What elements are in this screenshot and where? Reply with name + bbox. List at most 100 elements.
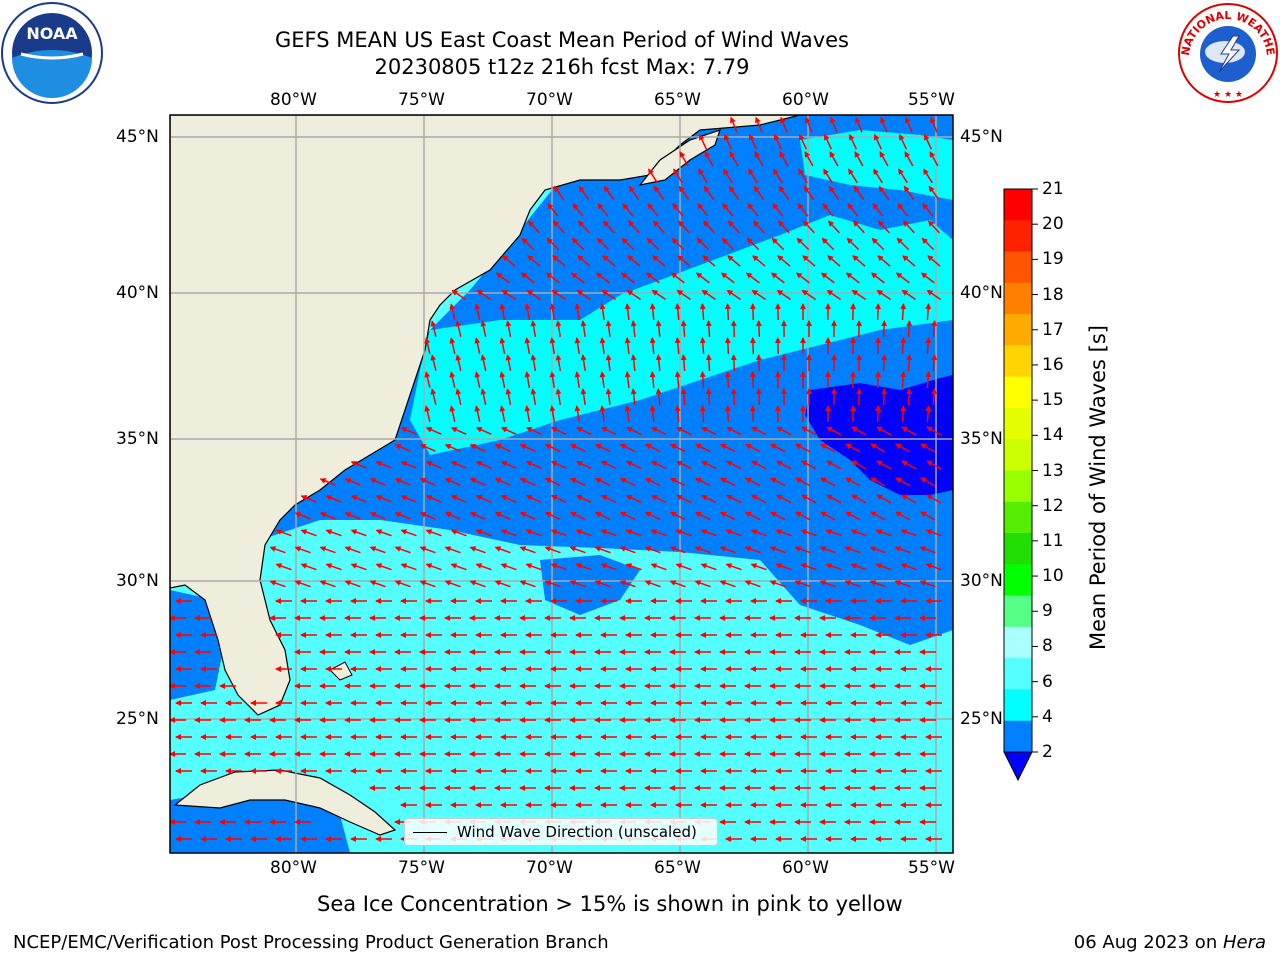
colorbar-segment <box>1004 501 1032 534</box>
wind-wave-arrow <box>744 546 761 554</box>
wind-wave-arrow <box>699 337 706 355</box>
wind-wave-arrow <box>826 289 842 301</box>
wind-wave-arrow <box>803 185 815 200</box>
wind-wave-arrow <box>644 477 661 487</box>
wind-wave-arrow <box>505 354 512 372</box>
wind-wave-arrow <box>344 546 361 554</box>
noaa-logo: NOAA <box>1 2 103 104</box>
wind-wave-arrow <box>594 477 611 487</box>
wind-wave-arrow <box>869 580 886 588</box>
wind-wave-arrow <box>755 320 762 338</box>
wind-wave-arrow <box>544 511 561 521</box>
wind-wave-arrow <box>797 203 809 217</box>
wind-wave-arrow <box>520 272 535 284</box>
wind-wave-arrow <box>745 443 761 453</box>
wind-wave-arrow <box>700 529 717 537</box>
wind-wave-arrow <box>702 220 715 234</box>
nws-logo-icon: NATIONAL WEATHER SERVICE ★ ★ ★ <box>1173 0 1278 103</box>
wind-wave-arrow <box>499 405 506 422</box>
wind-wave-arrow <box>575 494 592 504</box>
wind-wave-arrow <box>875 303 882 321</box>
wind-wave-arrow <box>896 237 910 251</box>
wind-wave-arrow <box>751 289 767 301</box>
wind-wave-arrow <box>847 203 859 217</box>
wind-wave-arrow <box>769 546 786 554</box>
wind-wave-arrow <box>655 354 662 372</box>
wind-wave-arrow <box>730 354 737 372</box>
wind-wave-arrow <box>919 580 936 588</box>
lat-tick-left-40n: 40°N <box>116 283 159 303</box>
land-bahamas <box>329 661 353 681</box>
wind-wave-arrow <box>544 546 561 554</box>
wind-wave-arrow <box>848 168 858 184</box>
wind-wave-arrow <box>801 494 817 504</box>
wind-wave-arrow <box>703 185 715 200</box>
footer-host: Hera <box>1222 932 1266 953</box>
wind-wave-arrow <box>499 371 506 388</box>
wind-wave-arrow <box>319 580 336 588</box>
wind-wave-arrow <box>830 116 838 133</box>
wind-wave-arrow <box>848 133 858 150</box>
wind-wave-arrow <box>650 460 667 470</box>
wind-wave-arrow <box>876 289 892 301</box>
wind-wave-arrow <box>419 478 436 486</box>
wind-wave-arrow <box>724 405 731 423</box>
wind-wave-arrow <box>625 563 642 571</box>
wind-wave-arrow <box>651 289 667 301</box>
wind-wave-arrow <box>726 460 742 470</box>
wind-wave-arrow <box>655 388 662 406</box>
wind-wave-arrow <box>669 477 686 487</box>
wind-wave-arrow <box>854 151 864 167</box>
wind-wave-arrow <box>675 460 692 470</box>
wind-wave-arrow <box>750 563 767 571</box>
wind-wave-arrow <box>794 546 811 554</box>
colorbar-segment <box>1004 564 1032 597</box>
lon-tick-bottom-80w: 80°W <box>270 858 317 878</box>
wind-wave-arrow <box>770 511 786 521</box>
wind-wave-arrow <box>619 443 636 453</box>
wind-wave-arrow <box>794 580 811 588</box>
colorbar <box>1003 188 1038 782</box>
colorbar-under-triangle <box>1003 751 1033 782</box>
wind-wave-arrow <box>474 405 481 422</box>
wind-wave-arrow <box>499 337 506 354</box>
wind-wave-arrow <box>825 529 842 537</box>
wind-wave-arrow <box>750 529 767 537</box>
colorbar-tick-label: 12 <box>1042 495 1064 516</box>
wind-wave-arrow <box>702 255 716 267</box>
wind-wave-arrow <box>444 512 461 520</box>
wind-wave-arrow <box>574 405 581 423</box>
wind-wave-arrow <box>675 563 692 571</box>
colorbar-segment <box>1004 251 1032 284</box>
wind-wave-arrow <box>670 272 685 284</box>
wind-wave-arrow <box>725 529 742 537</box>
wind-wave-arrow <box>600 426 617 436</box>
wind-wave-arrow <box>501 289 517 301</box>
wind-wave-arrow <box>424 337 431 354</box>
wind-wave-arrow <box>319 512 336 520</box>
wind-wave-arrow <box>724 371 731 389</box>
wind-wave-arrow <box>680 388 687 406</box>
wind-wave-arrow <box>829 151 839 167</box>
wind-wave-arrow <box>669 546 686 554</box>
wind-wave-arrow <box>596 237 610 251</box>
wind-wave-arrow <box>269 580 286 588</box>
wind-wave-arrow <box>622 203 634 217</box>
wind-wave-arrow <box>425 461 442 469</box>
wind-wave-arrow <box>724 337 731 355</box>
wind-wave-arrow <box>901 289 917 301</box>
wind-wave-arrow <box>696 237 710 251</box>
wind-wave-arrow <box>524 303 531 321</box>
wind-wave-arrow <box>777 220 790 234</box>
colorbar-segment <box>1004 470 1032 503</box>
wind-wave-arrow <box>902 220 915 234</box>
wind-wave-arrow <box>627 255 641 267</box>
wind-wave-arrow <box>449 337 456 354</box>
wind-wave-arrow <box>795 477 811 487</box>
wind-wave-arrow <box>552 220 565 234</box>
wind-wave-arrow <box>475 461 492 469</box>
wind-wave-arrow <box>525 529 542 537</box>
wind-wave-arrow <box>495 272 510 284</box>
noaa-logo-icon: NOAA <box>1 2 103 104</box>
wind-wave-arrow <box>419 512 436 520</box>
